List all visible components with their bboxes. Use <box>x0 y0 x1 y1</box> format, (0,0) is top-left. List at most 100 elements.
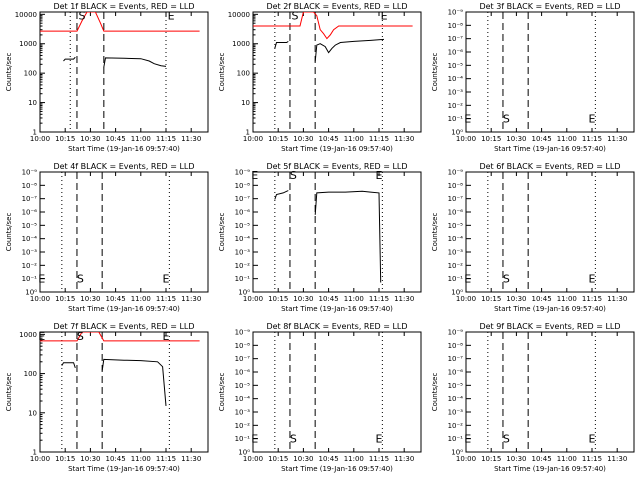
y-axis-label: Counts/sec <box>5 373 13 412</box>
plot-frame <box>465 331 635 453</box>
time-marker-label: S <box>77 330 84 343</box>
y-tick-label: 10⁻⁹ <box>448 9 464 17</box>
y-tick-label: 10⁻⁷ <box>22 195 38 203</box>
y-tick-label: 10⁻⁷ <box>448 355 464 363</box>
chart-panel-5: Det 5f BLACK = Events, RED = LLD Counts/s… <box>218 162 422 313</box>
x-tick-label: 11:00 <box>557 455 577 463</box>
x-tick-label: 11:30 <box>394 295 414 303</box>
time-marker-label: E <box>464 272 471 285</box>
time-marker-label: E <box>376 169 383 182</box>
time-marker-label: E <box>589 272 596 285</box>
x-tick-label: 11:00 <box>131 135 151 143</box>
x-tick-label: 11:15 <box>369 295 389 303</box>
y-tick-label: 10⁻¹ <box>22 275 38 283</box>
y-tick-label: 10⁰ <box>238 449 250 457</box>
x-tick-label: 10:45 <box>532 295 552 303</box>
y-tick-label: 10⁻⁵ <box>235 382 251 390</box>
y-tick-label: 10⁻⁴ <box>22 235 38 243</box>
x-tick-label: 11:30 <box>607 455 627 463</box>
x-tick-label: 10:45 <box>319 455 339 463</box>
x-tick-label: 11:30 <box>181 455 201 463</box>
time-marker-label: S <box>292 10 299 23</box>
y-tick-label: 10⁻⁴ <box>235 235 251 243</box>
y-tick-label: 10⁻⁹ <box>448 329 464 337</box>
y-tick-label: 10⁰ <box>451 289 463 297</box>
chart-title: Det 2f BLACK = Events, RED = LLD <box>266 2 407 11</box>
chart-title: Det 3f BLACK = Events, RED = LLD <box>479 2 620 11</box>
lld-series-line <box>253 12 413 40</box>
y-tick-label: 10⁻⁵ <box>235 222 251 230</box>
plot-frame <box>39 171 209 293</box>
chart-title: Det 8f BLACK = Events, RED = LLD <box>266 322 407 331</box>
y-tick-label: 1000 <box>19 331 37 339</box>
y-tick-label: 10⁻⁸ <box>448 342 464 350</box>
time-marker-label: E <box>38 330 45 343</box>
plot-frame <box>39 11 209 133</box>
y-tick-label: 10⁻² <box>448 102 464 110</box>
x-tick-label: 10:00 <box>30 455 50 463</box>
chart-panel-2: Det 2f BLACK = Events, RED = LLD Counts/s… <box>218 2 422 153</box>
y-axis-label: Counts/sec <box>218 53 226 92</box>
y-tick-label: 10⁻⁶ <box>235 369 251 377</box>
chart-title: Det 7f BLACK = Events, RED = LLD <box>53 322 194 331</box>
x-tick-label: 10:00 <box>456 295 476 303</box>
y-tick-label: 1000 <box>232 40 250 48</box>
y-tick-label: 10⁻⁵ <box>448 382 464 390</box>
y-tick-label: 10⁻⁹ <box>235 169 251 177</box>
x-tick-label: 10:15 <box>481 295 501 303</box>
x-tick-label: 10:30 <box>80 455 100 463</box>
x-axis-label: Start Time (19-Jan-16 09:57:40) <box>494 465 606 473</box>
y-tick-label: 10⁻² <box>22 262 38 270</box>
time-marker-label: E <box>163 330 170 343</box>
y-tick-label: 10⁻³ <box>235 409 251 417</box>
y-tick-label: 100 <box>24 370 37 378</box>
time-marker-label: E <box>163 272 170 285</box>
chart-title: Det 5f BLACK = Events, RED = LLD <box>266 162 407 171</box>
time-marker-label: E <box>376 432 383 445</box>
y-tick-label: 10000 <box>228 11 250 19</box>
plot-frame <box>465 171 635 293</box>
y-tick-label: 10⁻⁵ <box>22 222 38 230</box>
y-tick-label: 10⁻⁸ <box>22 182 38 190</box>
y-tick-label: 10⁻² <box>235 422 251 430</box>
y-tick-label: 10⁻⁵ <box>448 62 464 70</box>
x-tick-label: 11:30 <box>181 295 201 303</box>
x-tick-label: 10:30 <box>293 295 313 303</box>
events-series-line <box>314 190 382 283</box>
plot-frame <box>252 171 422 293</box>
y-tick-label: 10⁻⁹ <box>448 169 464 177</box>
x-tick-label: 10:45 <box>319 135 339 143</box>
y-tick-label: 10⁻¹ <box>235 435 251 443</box>
x-tick-label: 10:00 <box>243 135 263 143</box>
y-axis-label: Counts/sec <box>5 213 13 252</box>
y-tick-label: 10⁻⁸ <box>448 22 464 30</box>
x-tick-label: 10:30 <box>506 135 526 143</box>
chart-panel-6: Det 6f BLACK = Events, RED = LLD Counts/s… <box>431 162 635 313</box>
time-marker-label: S <box>503 432 510 445</box>
x-tick-label: 11:30 <box>181 135 201 143</box>
y-tick-label: 10⁻⁶ <box>448 209 464 217</box>
x-tick-label: 10:45 <box>532 455 552 463</box>
x-tick-label: 10:15 <box>55 455 75 463</box>
x-tick-label: 11:30 <box>607 295 627 303</box>
x-tick-label: 10:15 <box>55 135 75 143</box>
x-tick-label: 11:30 <box>607 135 627 143</box>
y-tick-label: 10⁰ <box>238 289 250 297</box>
events-series-line <box>103 57 167 68</box>
y-tick-label: 10⁻⁶ <box>22 209 38 217</box>
x-axis-label: Start Time (19-Jan-16 09:57:40) <box>494 145 606 153</box>
x-tick-label: 11:00 <box>131 295 151 303</box>
x-tick-label: 10:00 <box>243 295 263 303</box>
x-axis-label: Start Time (19-Jan-16 09:57:40) <box>281 465 393 473</box>
x-tick-label: 10:30 <box>293 455 313 463</box>
y-tick-label: 1 <box>33 449 37 457</box>
chart-title: Det 6f BLACK = Events, RED = LLD <box>479 162 620 171</box>
x-tick-label: 10:15 <box>481 135 501 143</box>
y-tick-label: 1 <box>246 129 250 137</box>
x-tick-label: 11:15 <box>156 295 176 303</box>
time-marker-label: E <box>464 432 471 445</box>
y-axis-label: Counts/sec <box>218 373 226 412</box>
x-tick-label: 10:15 <box>268 135 288 143</box>
x-tick-label: 10:30 <box>80 135 100 143</box>
